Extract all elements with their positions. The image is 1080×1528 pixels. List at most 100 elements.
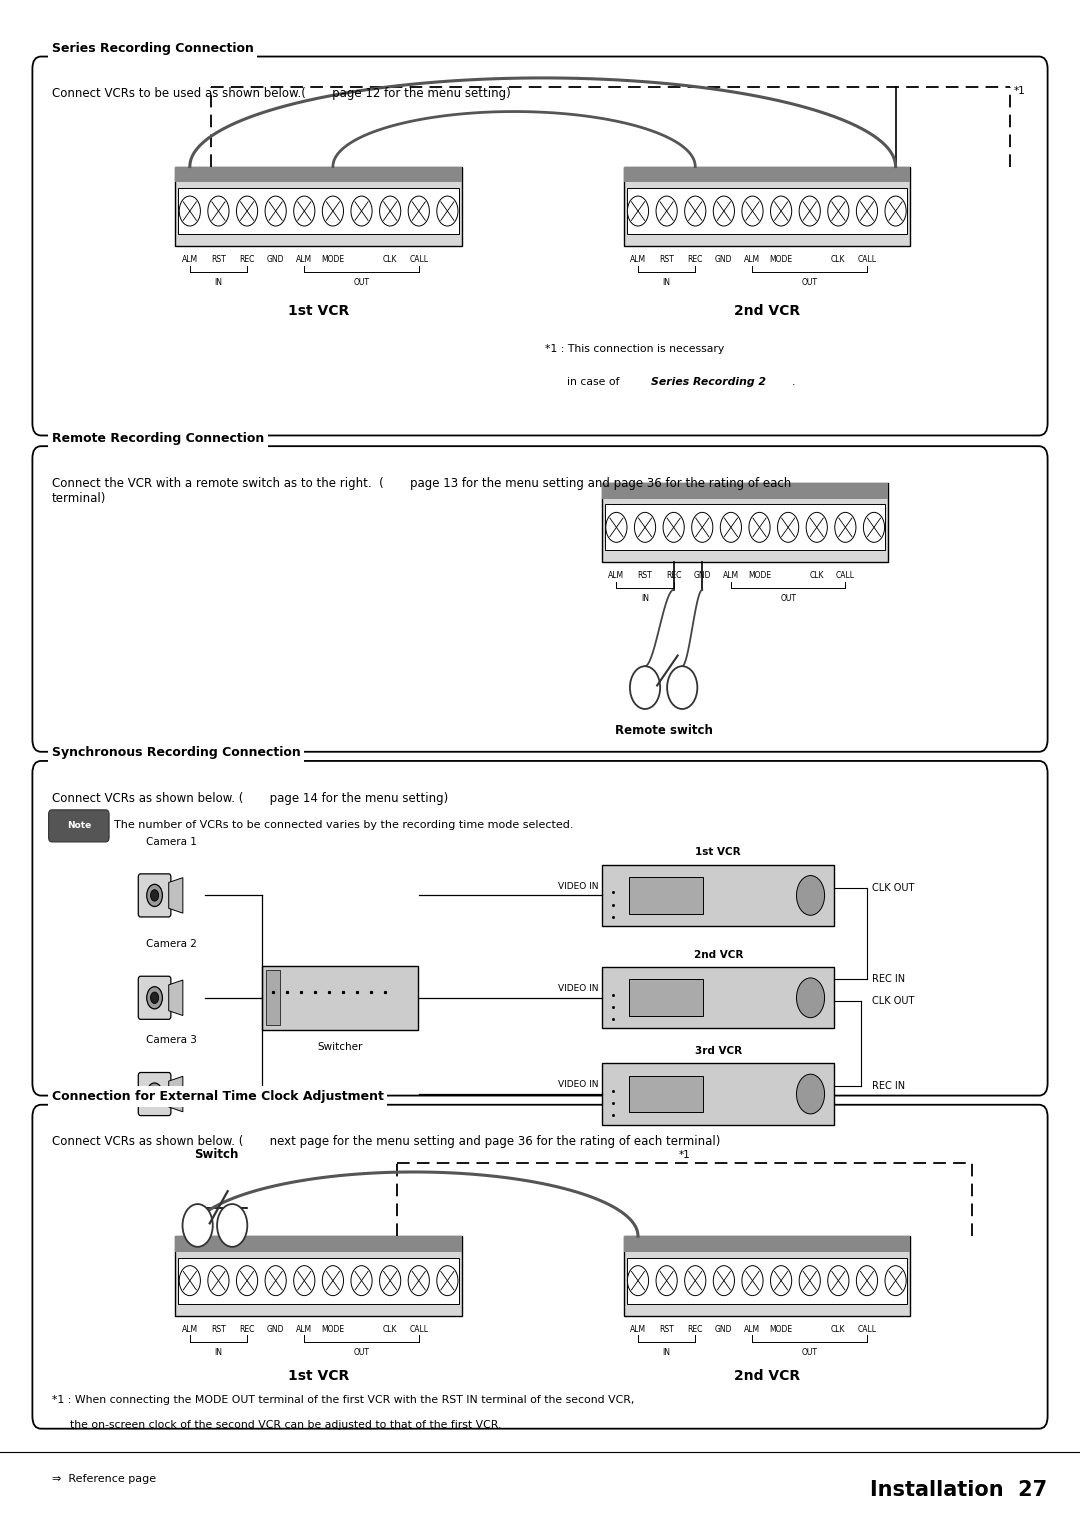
Text: ALM: ALM [296, 255, 312, 264]
Circle shape [294, 196, 315, 226]
Text: CALL: CALL [836, 571, 855, 581]
Text: ALM: ALM [723, 571, 739, 581]
Circle shape [183, 1204, 213, 1247]
Circle shape [797, 876, 825, 915]
Circle shape [799, 1265, 821, 1296]
Bar [624, 1236, 909, 1251]
Polygon shape [168, 1076, 183, 1112]
Polygon shape [168, 877, 183, 914]
Text: ⇒  Reference page: ⇒ Reference page [52, 1475, 156, 1484]
FancyBboxPatch shape [138, 976, 171, 1019]
Text: 2nd VCR: 2nd VCR [733, 304, 800, 318]
Text: 1st VCR: 1st VCR [288, 304, 349, 318]
Circle shape [606, 512, 627, 542]
Bar [603, 865, 834, 926]
Text: .: . [792, 377, 795, 388]
Circle shape [179, 196, 201, 226]
Text: RST: RST [659, 255, 674, 264]
Text: ALM: ALM [744, 1325, 760, 1334]
Circle shape [322, 196, 343, 226]
Text: the on-screen clock of the second VCR can be adjusted to that of the first VCR.: the on-screen clock of the second VCR ca… [70, 1420, 501, 1430]
Text: *1 : When connecting the MODE OUT terminal of the first VCR with the RST IN term: *1 : When connecting the MODE OUT termin… [52, 1395, 634, 1406]
Text: *1: *1 [1014, 86, 1026, 96]
Bar [629, 1076, 703, 1112]
Circle shape [627, 1265, 649, 1296]
Bar [175, 167, 461, 182]
Text: CLK OUT: CLK OUT [873, 996, 915, 1005]
Text: GND: GND [715, 255, 732, 264]
Text: CALL: CALL [409, 1325, 429, 1334]
Text: in case of: in case of [567, 377, 623, 388]
Circle shape [207, 196, 229, 226]
Text: OUT: OUT [801, 1348, 818, 1357]
Text: 2nd VCR: 2nd VCR [693, 949, 743, 960]
Circle shape [147, 885, 162, 906]
Circle shape [147, 1083, 162, 1105]
Text: GND: GND [693, 571, 711, 581]
Circle shape [748, 512, 770, 542]
Circle shape [863, 512, 885, 542]
FancyBboxPatch shape [32, 57, 1048, 435]
FancyBboxPatch shape [49, 810, 109, 842]
Text: RST: RST [659, 1325, 674, 1334]
Circle shape [408, 196, 430, 226]
Text: IN: IN [215, 1348, 222, 1357]
Text: Camera 2: Camera 2 [146, 938, 197, 949]
Circle shape [856, 196, 878, 226]
Bar [603, 1063, 834, 1125]
Bar [603, 967, 834, 1028]
Text: ALM: ALM [630, 255, 646, 264]
Circle shape [150, 889, 159, 902]
Text: ALM: ALM [608, 571, 624, 581]
FancyBboxPatch shape [138, 1073, 171, 1115]
Bar [175, 1236, 461, 1251]
Text: Switch: Switch [194, 1148, 239, 1161]
Bar [626, 1258, 907, 1303]
Circle shape [351, 196, 373, 226]
Circle shape [778, 512, 799, 542]
Text: REC IN: REC IN [873, 975, 905, 984]
Circle shape [351, 1265, 373, 1296]
Circle shape [806, 512, 827, 542]
Text: VIDEO IN: VIDEO IN [558, 882, 598, 891]
Text: Remote Recording Connection: Remote Recording Connection [52, 431, 265, 445]
Text: Connect VCRs as shown below. (       page 14 for the menu setting): Connect VCRs as shown below. ( page 14 f… [52, 792, 448, 805]
Text: ALM: ALM [744, 255, 760, 264]
Bar [175, 167, 461, 246]
Text: ALM: ALM [296, 1325, 312, 1334]
Circle shape [713, 1265, 734, 1296]
Text: Camera 3: Camera 3 [146, 1034, 197, 1045]
Circle shape [713, 196, 734, 226]
FancyBboxPatch shape [32, 446, 1048, 752]
Bar [602, 483, 888, 498]
Circle shape [770, 196, 792, 226]
Text: Series Recording 2: Series Recording 2 [651, 377, 766, 388]
Circle shape [720, 512, 742, 542]
FancyBboxPatch shape [138, 874, 171, 917]
Circle shape [856, 1265, 878, 1296]
Text: CALL: CALL [858, 255, 877, 264]
Circle shape [885, 196, 906, 226]
Circle shape [265, 196, 286, 226]
Circle shape [691, 512, 713, 542]
Text: REC IN: REC IN [873, 1082, 905, 1091]
Circle shape [656, 1265, 677, 1296]
Bar [605, 504, 886, 550]
Circle shape [663, 512, 685, 542]
Text: CLK: CLK [832, 1325, 846, 1334]
Circle shape [630, 666, 660, 709]
Text: Series Recording Connection: Series Recording Connection [52, 41, 254, 55]
Text: MODE: MODE [770, 1325, 793, 1334]
Circle shape [379, 1265, 401, 1296]
Circle shape [379, 196, 401, 226]
Text: Camera 1: Camera 1 [146, 836, 197, 847]
Polygon shape [168, 979, 183, 1016]
Bar [626, 188, 907, 234]
Bar [602, 483, 888, 562]
Circle shape [237, 196, 258, 226]
Bar [261, 966, 418, 1030]
Text: *1 : This connection is necessary: *1 : This connection is necessary [545, 344, 725, 354]
Circle shape [667, 666, 698, 709]
Text: IN: IN [642, 594, 649, 604]
Circle shape [799, 196, 821, 226]
